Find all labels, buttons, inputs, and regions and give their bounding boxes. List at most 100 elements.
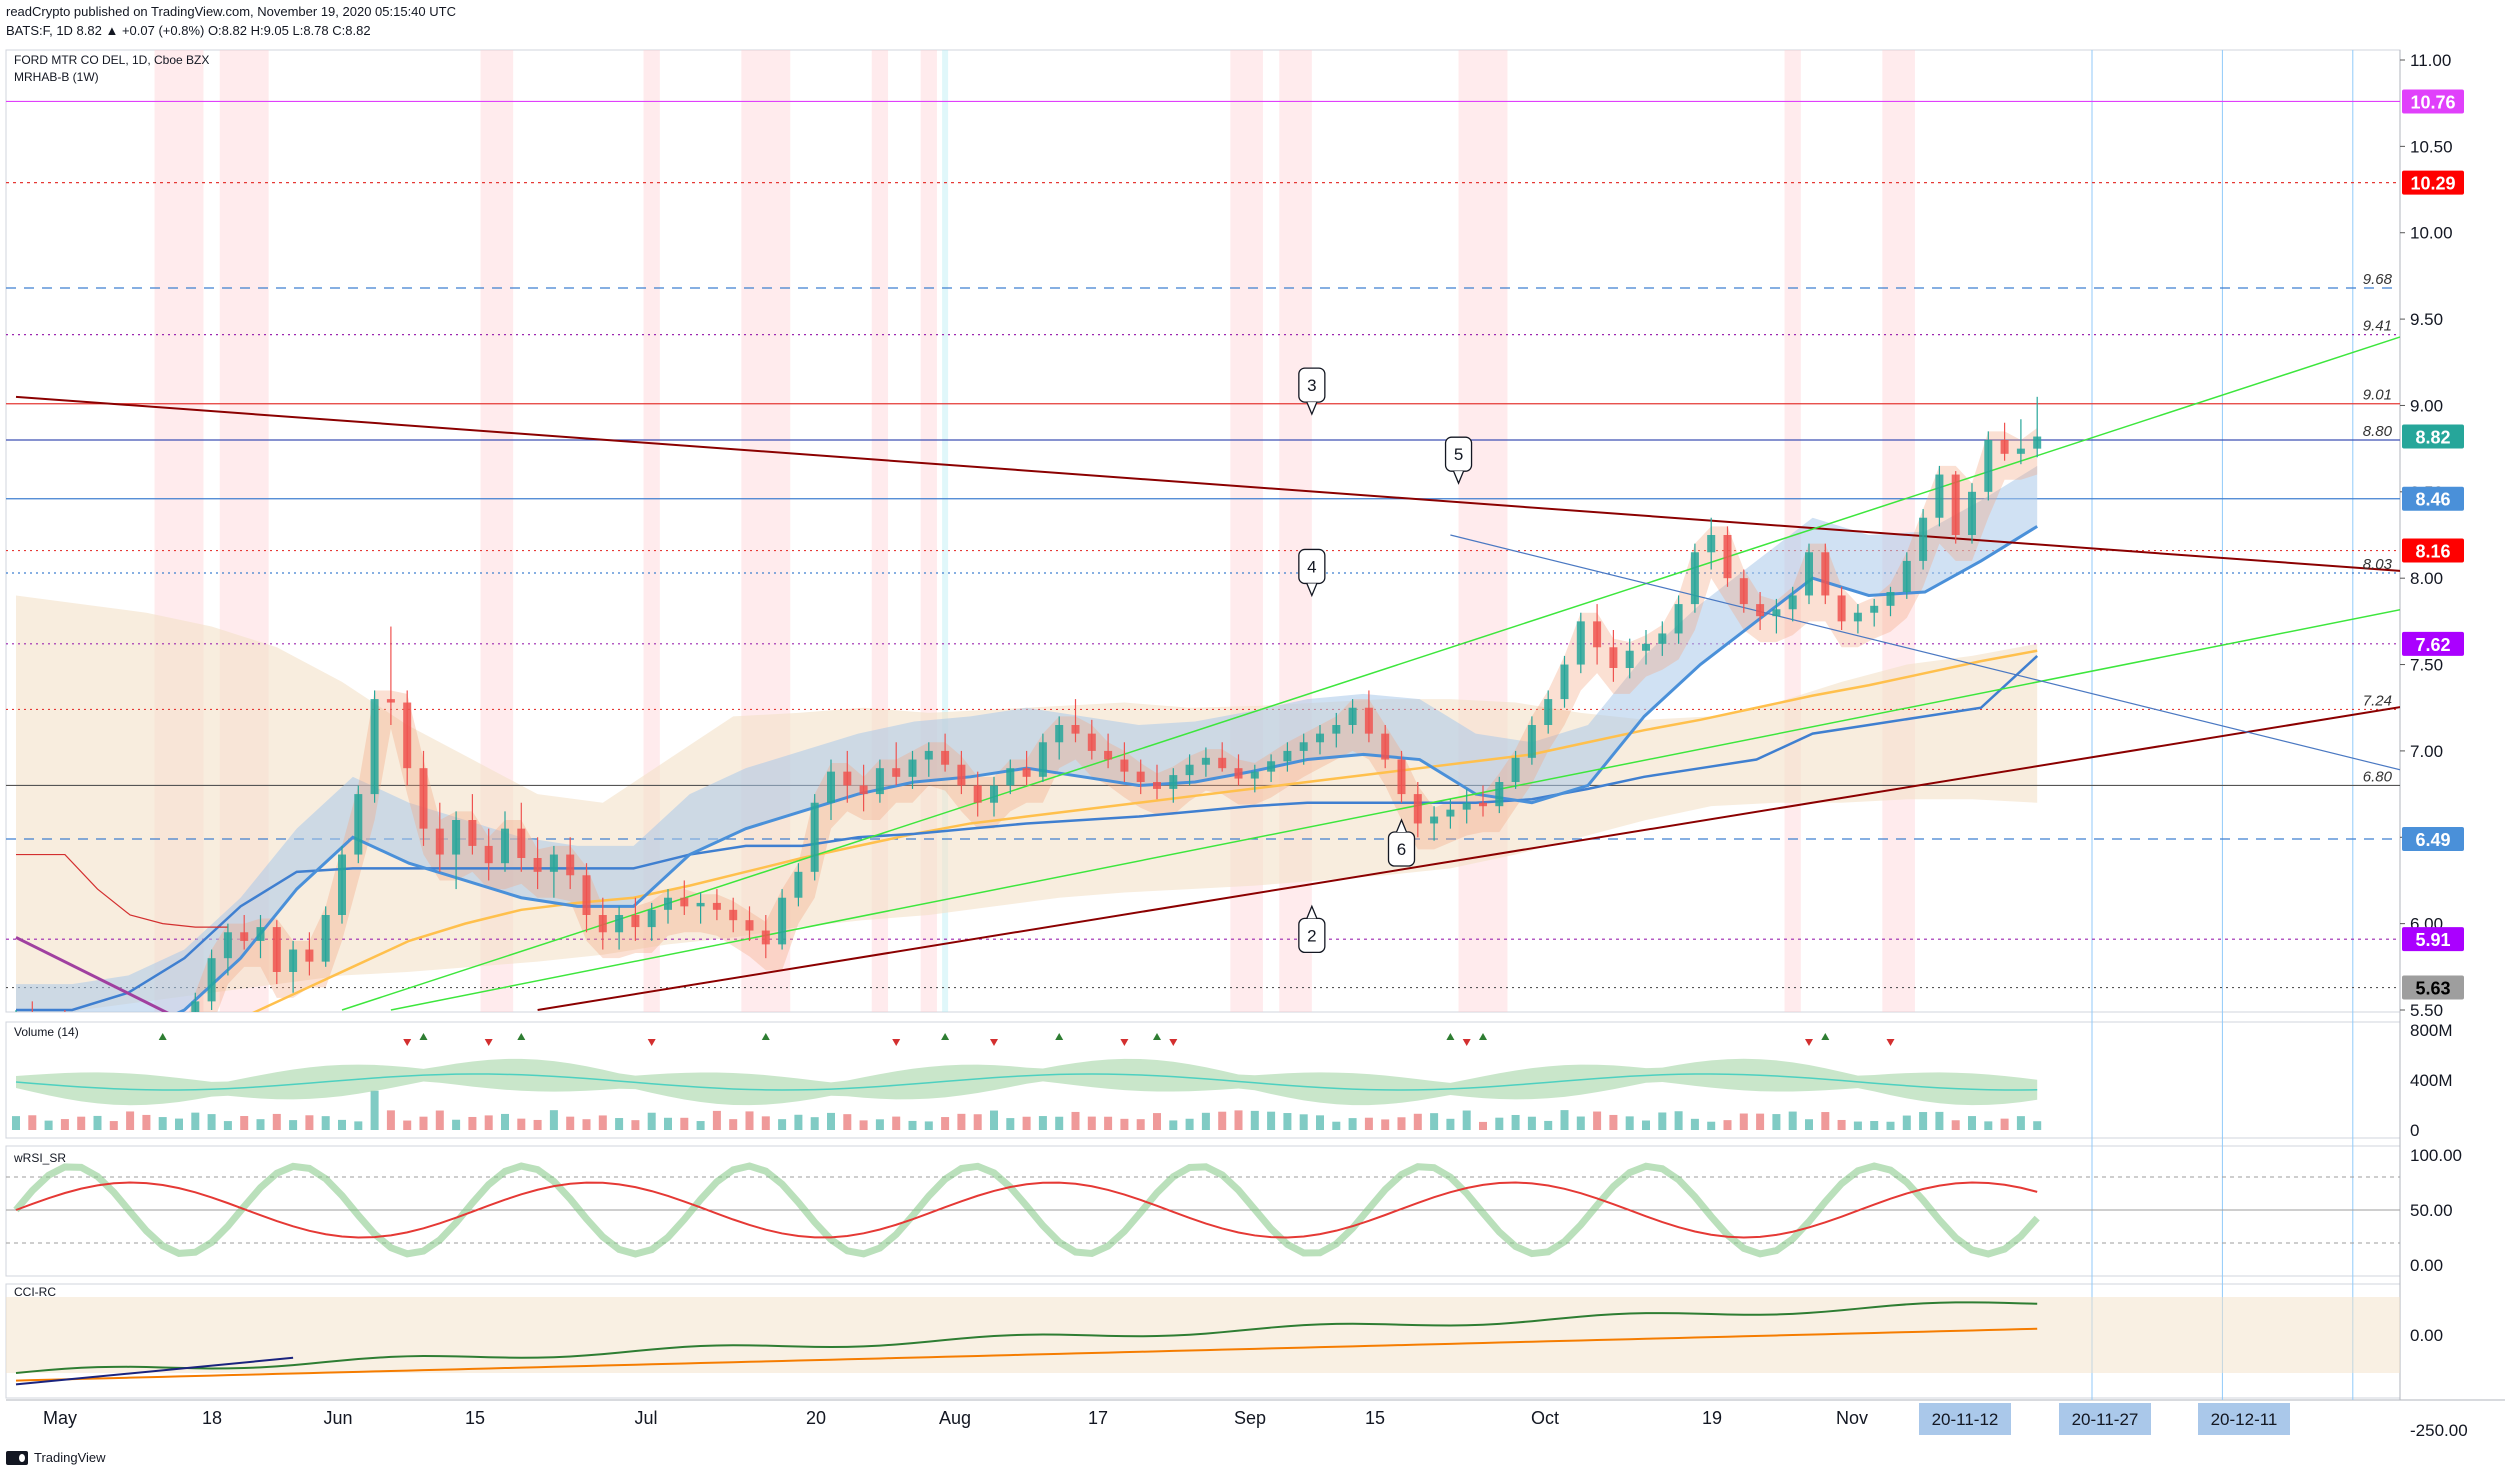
candle[interactable] [28,1001,36,1061]
candle[interactable] [664,889,672,924]
candle[interactable] [1772,598,1781,634]
candle[interactable] [1495,776,1504,814]
candle[interactable] [729,897,738,933]
candle[interactable] [582,863,591,933]
candle[interactable] [892,742,901,786]
candle[interactable] [256,915,265,959]
candle[interactable] [761,915,770,959]
candle[interactable] [745,906,754,941]
candle[interactable] [1185,754,1194,786]
candle[interactable] [1006,759,1015,795]
candle[interactable] [598,897,607,950]
candle[interactable] [533,837,542,890]
candle[interactable] [549,845,558,898]
candle[interactable] [1593,604,1602,665]
candle[interactable] [1169,768,1178,803]
wave-label[interactable]: 5 [1444,436,1473,485]
candle[interactable] [1479,785,1487,817]
candle[interactable] [1348,699,1357,734]
wave-label[interactable]: 2 [1298,904,1326,954]
candle[interactable] [2016,419,2025,465]
candle[interactable] [468,794,477,855]
wave-label[interactable]: 3 [1298,367,1326,416]
candle[interactable] [712,889,721,921]
candle[interactable] [272,920,281,985]
candle[interactable] [1756,592,1765,630]
candle[interactable] [1870,598,1879,627]
candle[interactable] [501,811,509,872]
candle[interactable] [1364,690,1373,743]
candle[interactable] [12,1010,20,1079]
candle[interactable] [403,690,412,786]
candle[interactable] [1104,733,1113,769]
candle[interactable] [2000,422,2009,461]
candle[interactable] [1968,483,1976,544]
candle[interactable] [875,759,884,803]
candle[interactable] [1446,799,1455,829]
candle[interactable] [1674,595,1683,644]
candle[interactable] [338,845,346,924]
candle[interactable] [1201,747,1210,777]
candle[interactable] [647,902,656,941]
candle[interactable] [1038,733,1047,782]
candle[interactable] [1739,569,1748,613]
wave-label[interactable]: 4 [1298,548,1326,598]
candle[interactable] [973,771,982,817]
candle[interactable] [1299,733,1308,765]
candle[interactable] [305,932,314,976]
trend-line[interactable] [15,395,2428,573]
candle[interactable] [1381,725,1390,769]
candle[interactable] [1837,586,1846,630]
candle[interactable] [1609,630,1618,682]
candle[interactable] [680,880,689,915]
candle[interactable] [859,764,868,812]
candle[interactable] [1430,806,1439,841]
candle[interactable] [1136,759,1145,795]
candle[interactable] [1984,431,1993,501]
candle[interactable] [321,906,330,967]
candle[interactable] [1397,750,1406,803]
candle[interactable] [990,776,998,817]
candle[interactable] [1413,782,1422,838]
candle[interactable] [696,892,705,924]
candle[interactable] [110,1019,118,1071]
candle[interactable] [1267,754,1276,782]
candle[interactable] [957,750,966,795]
candle[interactable] [1250,764,1259,793]
candle[interactable] [810,794,819,881]
candle[interactable] [778,889,787,950]
candle[interactable] [452,811,461,890]
candle[interactable] [517,802,526,872]
candle[interactable] [207,949,216,1010]
candle[interactable] [1707,517,1716,570]
candle[interactable] [240,915,249,950]
candle[interactable] [908,750,917,789]
candle[interactable] [386,626,395,725]
candle[interactable] [223,923,232,976]
candle[interactable] [843,750,852,803]
candle[interactable] [1951,471,1960,544]
candle[interactable] [1642,630,1650,665]
candle[interactable] [1022,750,1031,786]
candle[interactable] [1919,509,1928,570]
price-pane[interactable]: 9.68 9.41 9.01 8.80 8.03 7.24 6.80 3 4 5 2 6 [6,100,2429,1113]
candle[interactable] [566,837,575,890]
candle[interactable] [924,742,933,777]
candle[interactable] [1658,621,1667,656]
candle[interactable] [1805,543,1813,605]
candle[interactable] [1902,552,1911,599]
candle[interactable] [1283,742,1292,772]
candle[interactable] [1576,612,1585,674]
indicator-panes[interactable] [6,1033,2400,1386]
candle[interactable] [1120,742,1129,782]
candle[interactable] [1935,465,1944,527]
candle[interactable] [631,897,640,941]
candle[interactable] [941,733,950,772]
trend-line[interactable] [537,703,2429,1011]
wave-label[interactable]: 6 [1387,818,1416,867]
candle[interactable] [370,690,379,803]
candle[interactable] [1625,638,1634,679]
trend-line[interactable] [390,604,2428,1011]
candle[interactable] [1527,716,1536,765]
